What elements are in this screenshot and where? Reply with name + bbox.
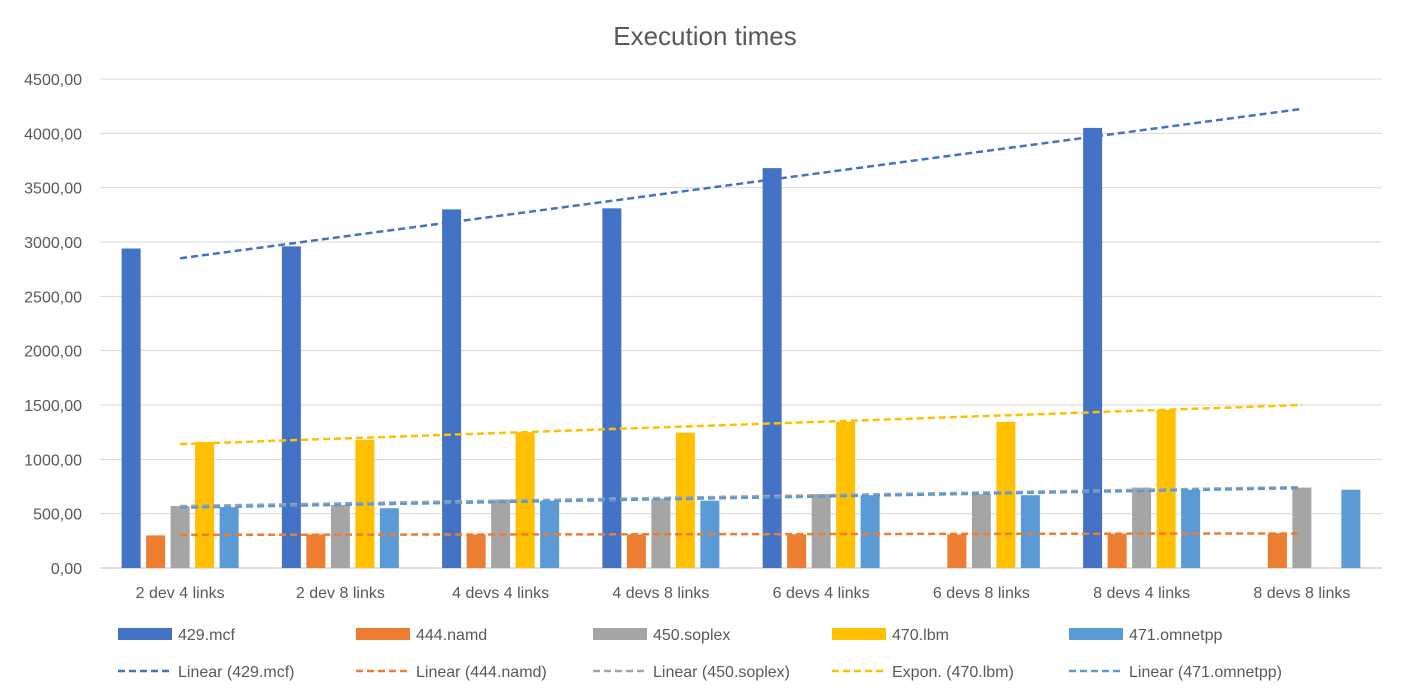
chart-title: Execution times: [613, 21, 797, 51]
y-tick-label: 4000,00: [24, 126, 82, 143]
bar-450-soplex: [1132, 487, 1152, 568]
legend: 429.mcf 444.namd 450.soplex 470.lbm 471.omne…: [118, 627, 1282, 681]
bars: [121, 127, 1361, 569]
x-tick-label: 2 dev 4 links: [136, 585, 225, 602]
bar-429-mcf: [602, 208, 622, 568]
bar-471-omnetpp: [1181, 489, 1201, 568]
bar-444-namd: [466, 534, 486, 568]
bar-444-namd: [626, 534, 646, 568]
x-tick-label: 6 devs 8 links: [933, 585, 1030, 602]
x-tick-label: 4 devs 8 links: [612, 585, 709, 602]
bar-471-omnetpp: [1341, 489, 1361, 568]
trendline: [179, 107, 1303, 260]
legend-label: Linear (450.soplex): [653, 664, 790, 681]
bar-471-omnetpp: [379, 508, 399, 568]
bar-444-namd: [146, 535, 166, 568]
y-tick-label: 3500,00: [24, 181, 82, 198]
trendline: [180, 403, 1302, 446]
legend-label: 444.namd: [416, 627, 487, 644]
bar-470-lbm: [355, 439, 375, 568]
y-axis-ticks: 0,00 500,00 1000,00 1500,00 2000,00 2500,00 30…: [24, 72, 82, 578]
legend-label: Linear (444.namd): [416, 664, 547, 681]
bar-450-soplex: [330, 504, 350, 568]
gridlines: [100, 78, 1382, 569]
legend-label: Expon. (470.lbm): [892, 664, 1014, 681]
y-tick-label: 500,00: [33, 507, 82, 524]
bar-429-mcf: [121, 248, 141, 568]
legend-label: 471.omnetpp: [1129, 627, 1223, 644]
legend-swatch: [593, 628, 647, 640]
x-tick-label: 8 devs 4 links: [1093, 585, 1190, 602]
x-tick-label: 6 devs 4 links: [773, 585, 870, 602]
bar-471-omnetpp: [1020, 495, 1040, 568]
y-tick-label: 4500,00: [24, 72, 82, 89]
bar-429-mcf: [442, 209, 462, 568]
bar-429-mcf: [281, 246, 301, 568]
legend-swatch: [356, 628, 410, 640]
bar-450-soplex: [811, 494, 831, 568]
y-tick-label: 1000,00: [24, 452, 82, 469]
legend-label: 429.mcf: [178, 627, 235, 644]
bar-429-mcf: [1083, 127, 1103, 569]
x-tick-label: 8 devs 8 links: [1253, 585, 1350, 602]
y-tick-label: 2500,00: [24, 289, 82, 306]
legend-swatch: [832, 628, 886, 640]
bar-450-soplex: [1292, 487, 1312, 568]
bar-471-omnetpp: [219, 507, 239, 568]
x-tick-label: 2 dev 8 links: [296, 585, 385, 602]
bar-444-namd: [306, 534, 326, 568]
x-axis-ticks: 2 dev 4 links 2 dev 8 links 4 devs 4 links…: [136, 585, 1351, 602]
bar-444-namd: [947, 534, 967, 568]
y-tick-label: 3000,00: [24, 235, 82, 252]
legend-label: Linear (429.mcf): [178, 664, 295, 681]
y-tick-label: 1500,00: [24, 398, 82, 415]
bar-444-namd: [1107, 533, 1127, 568]
bar-450-soplex: [971, 494, 991, 568]
bar-470-lbm: [996, 421, 1016, 568]
bar-444-namd: [787, 534, 807, 568]
bar-450-soplex: [651, 498, 671, 568]
legend-swatch: [1069, 628, 1123, 640]
bar-450-soplex: [170, 506, 190, 568]
legend-label: 450.soplex: [653, 627, 730, 644]
y-tick-label: 2000,00: [24, 344, 82, 361]
legend-label: 470.lbm: [892, 627, 949, 644]
bar-429-mcf: [762, 168, 782, 568]
bar-470-lbm: [1156, 409, 1176, 568]
bar-444-namd: [1267, 533, 1287, 568]
legend-swatch: [118, 628, 172, 640]
trendlines: [179, 107, 1303, 537]
x-tick-label: 4 devs 4 links: [452, 585, 549, 602]
bar-471-omnetpp: [860, 495, 880, 568]
legend-label: Linear (471.omnetpp): [1129, 664, 1282, 681]
y-tick-label: 0,00: [51, 561, 82, 578]
bar-470-lbm: [675, 432, 695, 568]
